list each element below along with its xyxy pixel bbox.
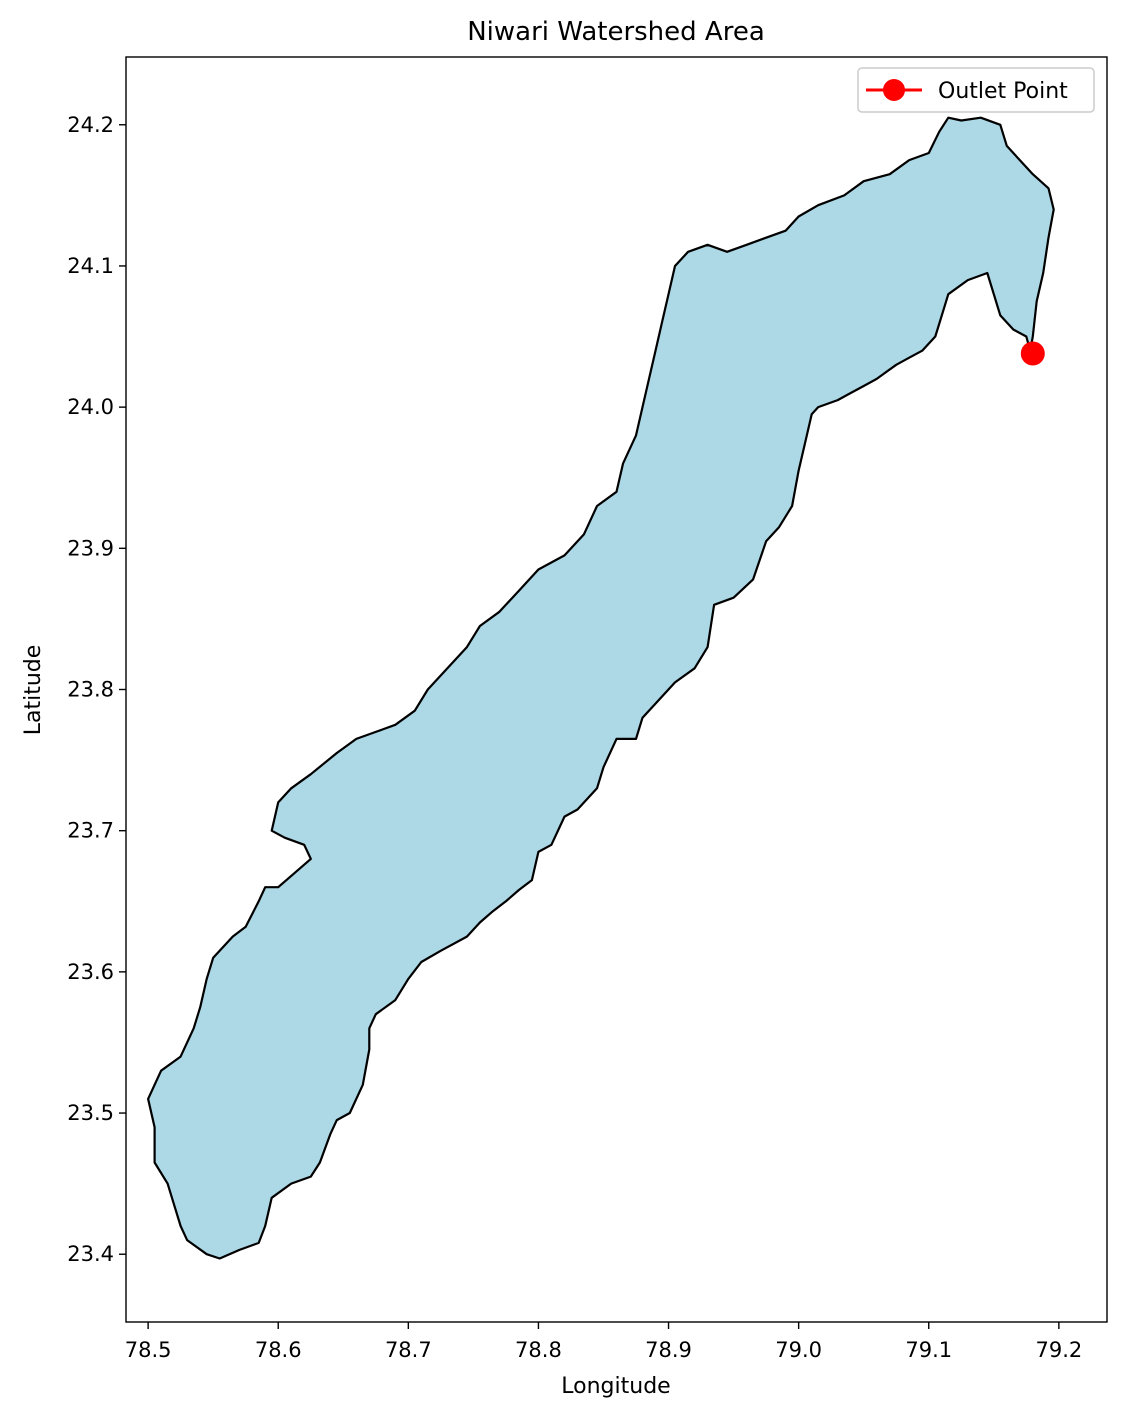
x-tick-label: 79.2 <box>1035 1338 1082 1362</box>
x-tick-label: 78.9 <box>645 1338 692 1362</box>
y-tick-label: 23.4 <box>67 1242 114 1266</box>
y-tick-label: 23.8 <box>67 678 114 702</box>
x-axis: 78.5 78.6 78.7 78.8 78.9 79.0 79.1 79.2 <box>125 1322 1082 1362</box>
x-tick-label: 78.6 <box>255 1338 302 1362</box>
x-tick-label: 78.5 <box>125 1338 172 1362</box>
y-tick-label: 23.7 <box>67 819 114 843</box>
y-tick-label: 24.0 <box>67 395 114 419</box>
x-axis-label: Longitude <box>561 1374 670 1399</box>
legend-box <box>857 67 1095 113</box>
y-axis: 23.4 23.5 23.6 23.7 23.8 23.9 24.0 24.1 24.2 <box>67 113 126 1266</box>
watershed-polygon <box>147 116 1055 1260</box>
y-tick-label: 23.6 <box>67 960 114 984</box>
legend: Outlet Point <box>857 67 1095 113</box>
x-tick-label: 78.7 <box>385 1338 432 1362</box>
plot-area <box>126 57 1107 1322</box>
outlet-point-marker <box>1020 341 1045 366</box>
y-tick-label: 24.1 <box>67 254 114 278</box>
chart-title: Niwari Watershed Area <box>467 17 765 47</box>
legend-label-outlet-point: Outlet Point <box>938 79 1068 104</box>
y-tick-label: 23.5 <box>67 1101 114 1125</box>
y-tick-label: 23.9 <box>67 536 114 560</box>
legend-marker-sample <box>883 79 905 101</box>
x-tick-label: 79.0 <box>775 1338 822 1362</box>
x-tick-label: 79.1 <box>905 1338 952 1362</box>
y-tick-label: 24.2 <box>67 113 114 137</box>
x-tick-label: 78.8 <box>515 1338 562 1362</box>
y-axis-label: Latitude <box>21 645 46 736</box>
